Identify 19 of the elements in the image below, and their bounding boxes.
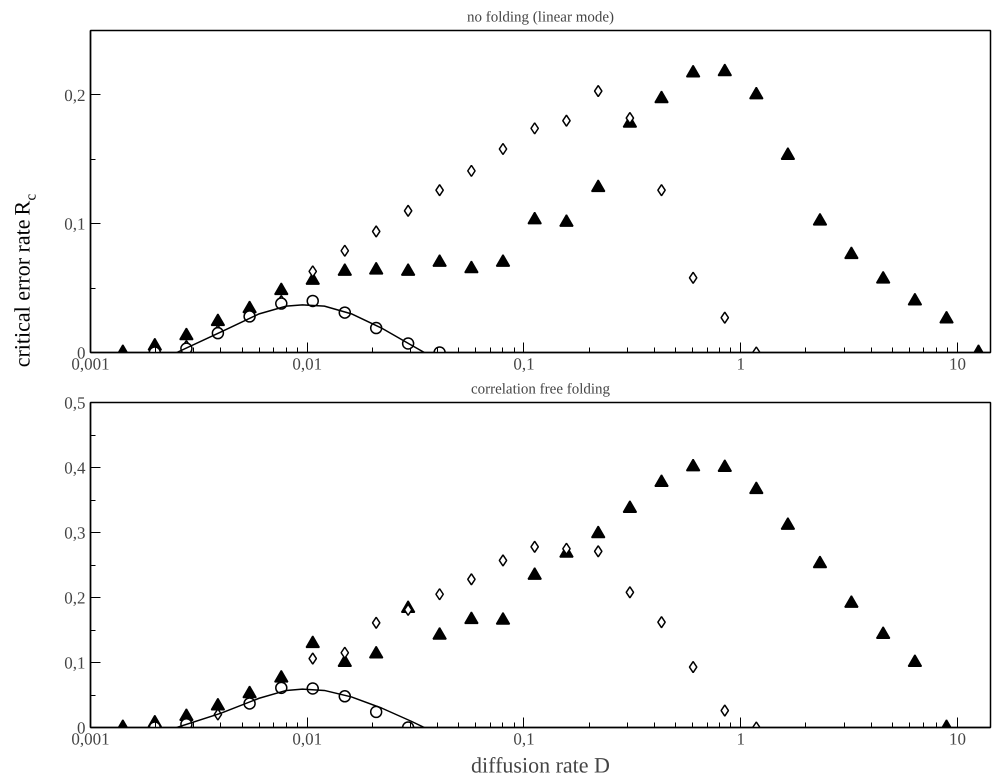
x-tick-label: 10 xyxy=(948,354,966,374)
y-tick-label: 0,4 xyxy=(64,458,86,478)
y-tick-label: 0,2 xyxy=(64,86,86,105)
chart-title: correlation free folding xyxy=(470,382,611,398)
chart-title: no folding (linear mode) xyxy=(466,10,614,26)
x-tick-label: 0,01 xyxy=(292,730,322,748)
x-axis-title: diffusion rate D xyxy=(471,752,610,778)
x-tick-label: 1 xyxy=(736,730,745,748)
x-tick-label: 0,1 xyxy=(513,730,535,748)
y-tick-label: 0,2 xyxy=(64,588,86,608)
y-axis-title: critical error rate Rc xyxy=(10,194,40,368)
x-tick-label: 0,01 xyxy=(292,354,322,374)
y-tick-label: 0,1 xyxy=(64,214,86,234)
x-tick-label: 10 xyxy=(948,730,966,748)
x-tick-label: 1 xyxy=(736,354,745,374)
y-tick-label: 0,1 xyxy=(64,654,86,672)
x-tick-label: 0,1 xyxy=(513,354,535,374)
y-tick-label: 0,5 xyxy=(64,394,86,412)
y-tick-label: 0,3 xyxy=(64,524,86,542)
